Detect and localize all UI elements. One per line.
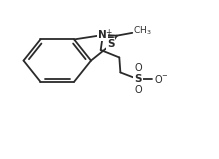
Text: S: S: [134, 74, 142, 84]
Text: +: +: [105, 28, 111, 37]
Text: O$^{-}$: O$^{-}$: [154, 73, 168, 85]
Text: S: S: [107, 39, 114, 49]
Text: O: O: [134, 63, 142, 73]
Text: O: O: [134, 85, 142, 95]
Text: N: N: [99, 30, 107, 40]
Text: CH$_3$: CH$_3$: [133, 25, 152, 37]
